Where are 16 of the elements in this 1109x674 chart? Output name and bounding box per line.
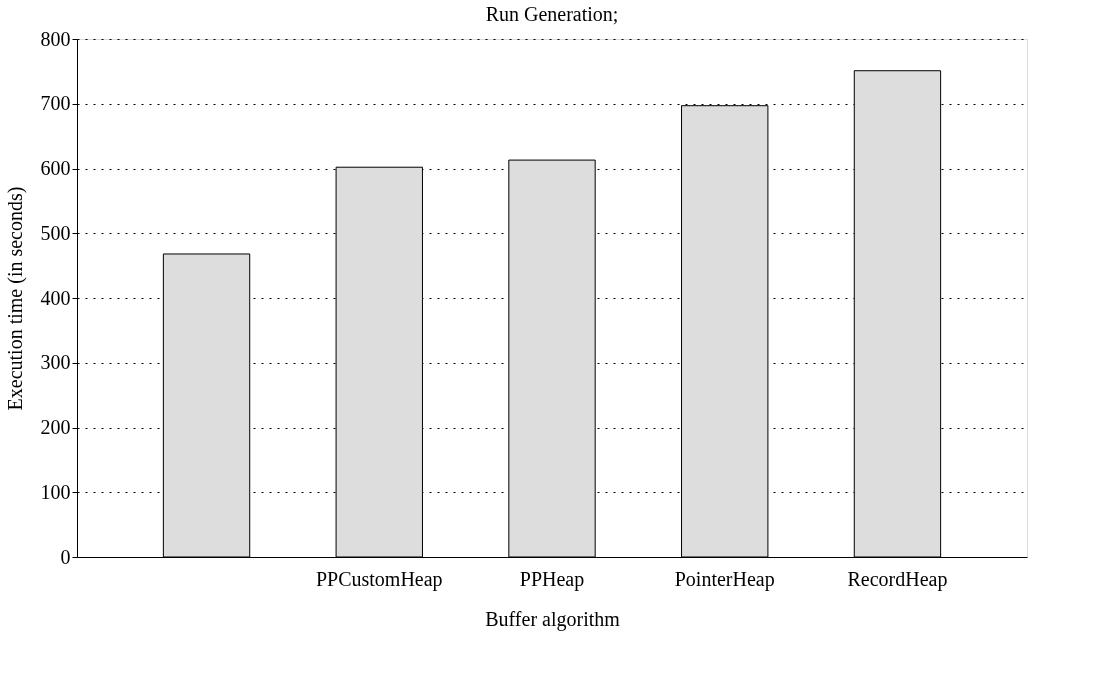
x-tick-label: PPHeap	[519, 567, 585, 591]
y-tick-label: 200	[40, 416, 71, 438]
y-tick-label: 400	[40, 286, 71, 309]
y-tick-label: 500	[40, 221, 71, 244]
x-tick-label: RecordHeap	[847, 567, 948, 591]
y-axis-title: Execution time (in seconds)	[3, 186, 27, 411]
y-tick-label: 100	[40, 480, 71, 503]
x-tick-label: PPCustomHeap	[315, 567, 443, 591]
y-tick-label: 700	[40, 92, 71, 115]
y-tick-label: 300	[40, 351, 71, 374]
y-tick-label: 800	[40, 27, 71, 50]
x-tick-label: PointerHeap	[674, 567, 775, 591]
x-axis-title: Buffer algorithm	[485, 607, 621, 631]
y-tick-label: 0	[60, 545, 71, 568]
chart-title: Run Generation;	[485, 3, 619, 25]
y-tick-label: 600	[40, 157, 71, 179]
